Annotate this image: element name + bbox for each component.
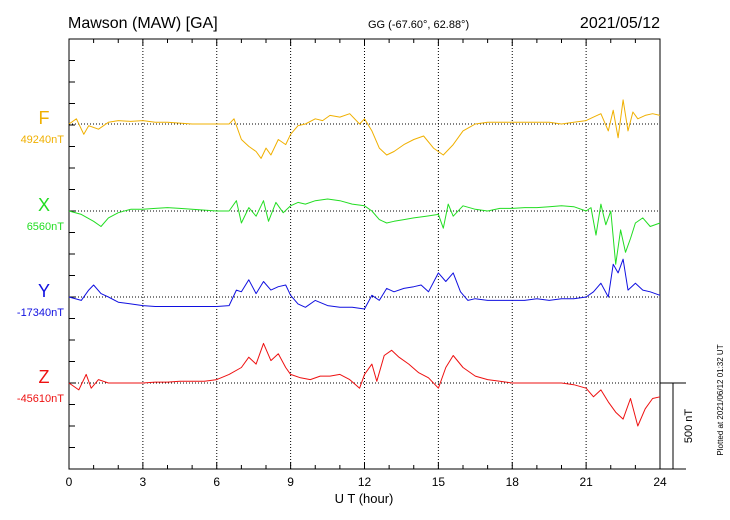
x-axis-label: U T (hour) [335, 491, 394, 506]
x-tick-label: 15 [432, 475, 446, 489]
date-label: 2021/05/12 [580, 15, 660, 32]
x-tick-label: 12 [358, 475, 372, 489]
series-name-z: Z [39, 367, 50, 387]
series-baseline-f: 49240nT [21, 134, 65, 146]
series-baseline-x: 6560nT [27, 221, 65, 233]
scale-bar: 500 nT [660, 382, 695, 470]
series-line-y [68, 258, 661, 310]
x-tick-label: 18 [506, 475, 520, 489]
station-coords: GG (-67.60°, 62.88°) [368, 19, 469, 31]
x-tick-label: 0 [66, 475, 73, 489]
series-name-f: F [39, 108, 50, 128]
x-axis-ticks: 0 3 6 9 12 15 18 21 24 [66, 39, 667, 489]
series-group [68, 99, 661, 427]
x-tick-label: 6 [213, 475, 220, 489]
scale-bar-label: 500 nT [683, 409, 695, 444]
series-baseline-y: -17340nT [17, 307, 64, 319]
series-labels: F 49240nT X 6560nT Y -17340nT Z -45610nT [17, 108, 64, 405]
station-title: Mawson (MAW) [GA] [68, 15, 218, 32]
series-line-z [68, 342, 661, 427]
series-baseline-z: -45610nT [17, 393, 64, 405]
x-tick-label: 3 [140, 475, 147, 489]
x-tick-label: 21 [579, 475, 593, 489]
plot-frame [68, 38, 661, 470]
series-line-f [68, 99, 661, 159]
x-tick-label: 9 [287, 475, 294, 489]
series-name-y: Y [38, 281, 50, 301]
x-tick-label: 24 [653, 475, 667, 489]
series-line-x [68, 198, 661, 265]
plotted-at-label: Plotted at 2021/06/12 01:32 UT [716, 344, 725, 455]
grid [69, 39, 660, 469]
series-name-x: X [38, 195, 50, 215]
